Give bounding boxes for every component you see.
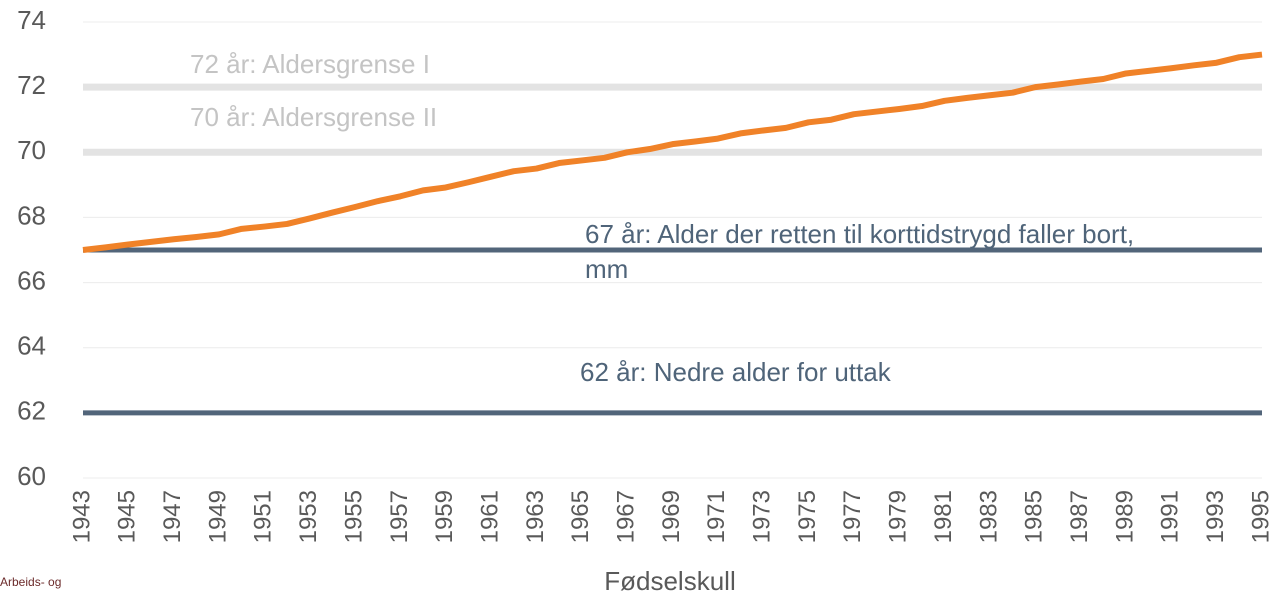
y-tick-label: 62 [17,396,46,426]
x-tick-label: 1969 [658,490,685,543]
x-tick-label: 1955 [340,490,367,543]
x-tick-label: 1963 [522,490,549,543]
y-tick-label: 74 [17,5,46,35]
x-tick-label: 1993 [1202,490,1229,543]
reference-label: 70 år: Aldersgrense II [190,102,438,132]
reference-label-box: 70 år: Aldersgrense II [190,102,438,132]
x-tick-label: 1991 [1157,490,1184,543]
reference-label: 67 år: Alder der retten til korttidstryg… [585,219,1135,284]
x-tick-label: 1981 [930,490,957,543]
reference-label-box: 72 år: Aldersgrense I [190,49,430,79]
x-tick-label: 1945 [114,490,141,543]
x-tick-label: 1953 [295,490,322,543]
y-tick-label: 60 [17,461,46,491]
x-tick-label: 1947 [159,490,186,543]
y-tick-label: 70 [17,135,46,165]
reference-label: 62 år: Nedre alder for uttak [580,357,891,387]
reference-label-box: 62 år: Nedre alder for uttak [580,357,891,387]
x-tick-label: 1975 [794,490,821,543]
x-tick-label: 1979 [885,490,912,543]
x-tick-label: 1959 [431,490,458,543]
reference-label-box: 67 år: Alder der retten til korttidstryg… [585,219,1135,284]
x-tick-label: 1973 [749,490,776,543]
x-tick-label: 1957 [386,490,413,543]
x-tick-label: 1949 [204,490,231,543]
x-tick-label: 1989 [1111,490,1138,543]
y-tick-label: 64 [17,331,46,361]
x-tick-label: 1961 [476,490,503,543]
x-tick-label: 1985 [1021,490,1048,543]
x-tick-label: 1951 [250,490,277,543]
y-tick-label: 66 [17,265,46,295]
y-tick-label: 68 [17,200,46,230]
footer-logo-text: Arbeids- og [0,575,61,589]
y-tick-label: 72 [17,70,46,100]
x-tick-label: 1967 [612,490,639,543]
x-tick-label: 1943 [68,490,95,543]
x-tick-label: 1977 [839,490,866,543]
x-tick-label: 1987 [1066,490,1093,543]
x-axis-label: Fødselskull [604,566,735,596]
data-line [82,51,1263,253]
x-tick-label: 1971 [703,490,730,543]
x-tick-label: 1965 [567,490,594,543]
reference-label: 72 år: Aldersgrense I [190,49,430,79]
x-tick-label: 1995 [1247,490,1274,543]
x-tick-label: 1983 [975,490,1002,543]
